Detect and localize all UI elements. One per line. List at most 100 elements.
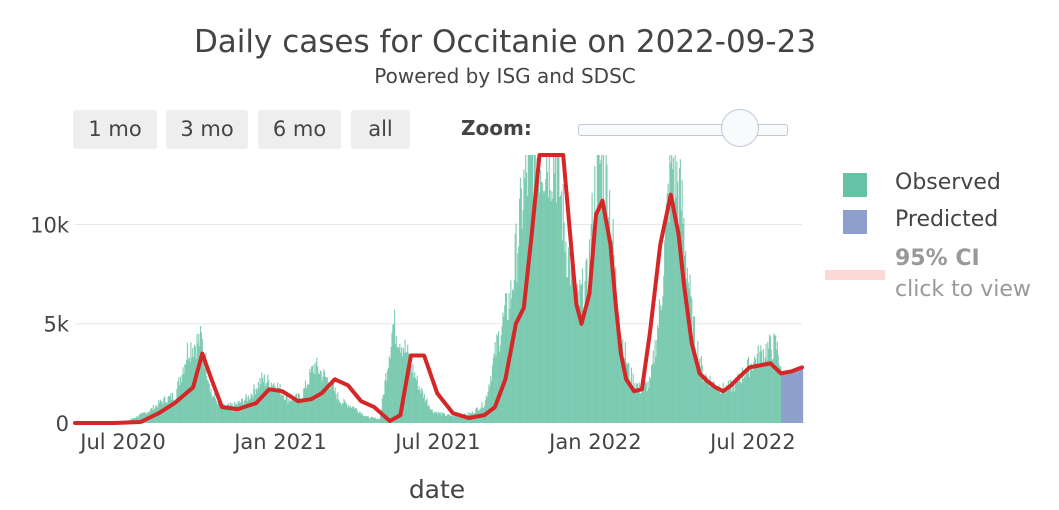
observed-bar xyxy=(535,196,537,423)
legend-ci-sublabel[interactable]: click to view xyxy=(895,277,1031,302)
observed-bar xyxy=(212,397,214,423)
observed-bar xyxy=(632,373,634,423)
observed-bar xyxy=(568,251,570,423)
observed-bar xyxy=(706,376,708,423)
observed-bar xyxy=(608,216,610,423)
legend-observed-swatch[interactable] xyxy=(843,173,867,197)
observed-bar xyxy=(335,394,337,423)
observed-bar xyxy=(456,416,458,423)
observed-bar xyxy=(235,403,237,423)
observed-bar xyxy=(434,411,436,423)
observed-bar xyxy=(597,155,599,423)
observed-bar xyxy=(176,388,178,423)
observed-bar xyxy=(305,388,307,423)
observed-bar xyxy=(211,395,213,423)
observed-bar xyxy=(661,306,663,423)
observed-bar xyxy=(379,418,381,423)
observed-bar xyxy=(240,402,242,423)
observed-bar xyxy=(500,335,502,423)
observed-bar xyxy=(341,403,343,423)
predicted-bar xyxy=(794,368,797,423)
observed-bar xyxy=(719,392,721,423)
observed-bar xyxy=(558,155,560,423)
observed-bar xyxy=(575,288,577,423)
observed-bar xyxy=(445,415,447,423)
observed-bar xyxy=(651,363,653,423)
observed-bar xyxy=(435,412,437,423)
observed-bar xyxy=(401,356,404,423)
range-button-6mo[interactable]: 6 mo xyxy=(258,110,341,149)
observed-bar xyxy=(457,417,459,423)
legend-ci-swatch[interactable] xyxy=(825,270,885,280)
observed-bar xyxy=(503,316,505,423)
observed-bar xyxy=(585,260,587,423)
observed-bar xyxy=(666,193,668,423)
observed-bar xyxy=(417,390,419,423)
observed-bar xyxy=(429,410,432,423)
observed-bar xyxy=(675,197,677,423)
observed-bar xyxy=(366,416,369,423)
observed-bar xyxy=(428,404,430,423)
observed-bar xyxy=(448,414,450,423)
legend-predicted-label[interactable]: Predicted xyxy=(895,207,999,232)
observed-bar xyxy=(605,155,607,423)
observed-bar xyxy=(745,373,747,423)
observed-bar xyxy=(694,348,696,423)
observed-bar xyxy=(565,241,567,423)
observed-bar xyxy=(546,172,549,423)
observed-bar xyxy=(739,377,741,423)
observed-bar xyxy=(747,356,750,423)
observed-bar xyxy=(659,305,661,423)
range-button-all[interactable]: all xyxy=(351,110,410,149)
observed-bar xyxy=(352,406,354,423)
observed-bar xyxy=(227,403,230,423)
observed-bar xyxy=(247,401,249,423)
observed-bars xyxy=(75,155,782,424)
observed-bar xyxy=(753,361,755,423)
observed-bar xyxy=(399,343,401,423)
observed-bar xyxy=(519,177,522,423)
observed-bar xyxy=(628,362,630,423)
observed-bar xyxy=(321,380,323,423)
observed-bar xyxy=(658,299,660,423)
observed-bar xyxy=(386,380,388,423)
observed-bar xyxy=(227,404,229,423)
range-button-3mo[interactable]: 3 mo xyxy=(166,110,248,149)
observed-bar xyxy=(692,343,694,423)
observed-bar xyxy=(416,375,418,423)
observed-bar xyxy=(587,293,589,423)
observed-bar xyxy=(346,407,348,423)
zoom-slider-thumb[interactable] xyxy=(721,109,760,147)
observed-bar xyxy=(604,212,606,423)
observed-bar xyxy=(350,407,352,423)
observed-bar xyxy=(758,366,760,423)
observed-bar xyxy=(664,222,667,423)
observed-bar xyxy=(277,387,279,423)
zoom-label: Zoom: xyxy=(461,116,532,140)
observed-bar xyxy=(291,396,293,423)
observed-bar xyxy=(258,387,260,423)
observed-bar xyxy=(743,375,745,423)
observed-bar xyxy=(695,353,697,423)
observed-bar xyxy=(239,402,241,423)
observed-bar xyxy=(773,333,775,423)
observed-bar xyxy=(619,341,621,423)
legend-observed-label[interactable]: Observed xyxy=(895,170,1001,195)
observed-bar xyxy=(348,407,350,423)
legend-predicted-swatch[interactable] xyxy=(843,210,867,234)
predicted-bar xyxy=(788,370,791,423)
observed-bar xyxy=(361,413,363,423)
observed-bar xyxy=(682,223,684,423)
observed-bar xyxy=(323,369,325,423)
predicted-bar xyxy=(785,371,787,423)
observed-bar xyxy=(137,416,140,423)
observed-bar xyxy=(213,393,216,423)
observed-bar xyxy=(532,155,534,423)
range-button-1mo[interactable]: 1 mo xyxy=(73,110,157,149)
observed-bar xyxy=(369,418,371,423)
observed-bar xyxy=(512,290,515,423)
legend-ci-label[interactable]: 95% CI xyxy=(895,246,980,271)
observed-bar xyxy=(373,418,376,423)
observed-bar xyxy=(495,355,497,423)
observed-bar xyxy=(636,383,638,423)
